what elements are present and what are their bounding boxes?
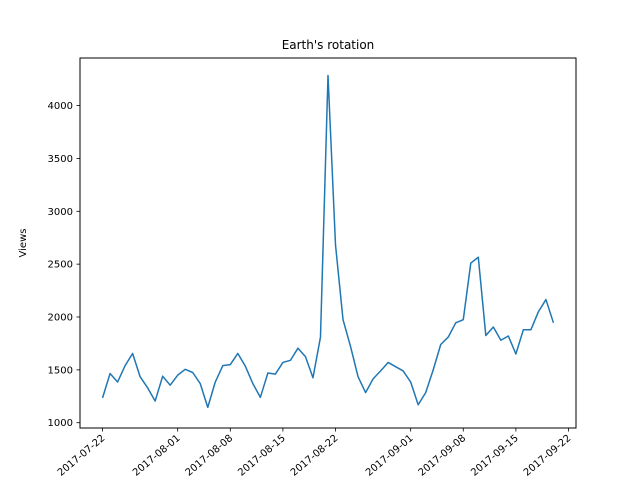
chart-title: Earth's rotation xyxy=(282,38,375,52)
y-axis-label: Views xyxy=(18,229,29,258)
y-tick-label: 2500 xyxy=(48,260,73,271)
y-tick-label: 1000 xyxy=(48,418,73,429)
y-tick-label: 2000 xyxy=(48,313,73,324)
y-tick-label: 1500 xyxy=(48,365,73,376)
series-line-views xyxy=(101,74,555,409)
y-tick-label: 3000 xyxy=(48,207,73,218)
axes-frame xyxy=(79,57,577,429)
y-tick-label: 3500 xyxy=(48,154,73,165)
y-tick-label: 4000 xyxy=(48,101,73,112)
